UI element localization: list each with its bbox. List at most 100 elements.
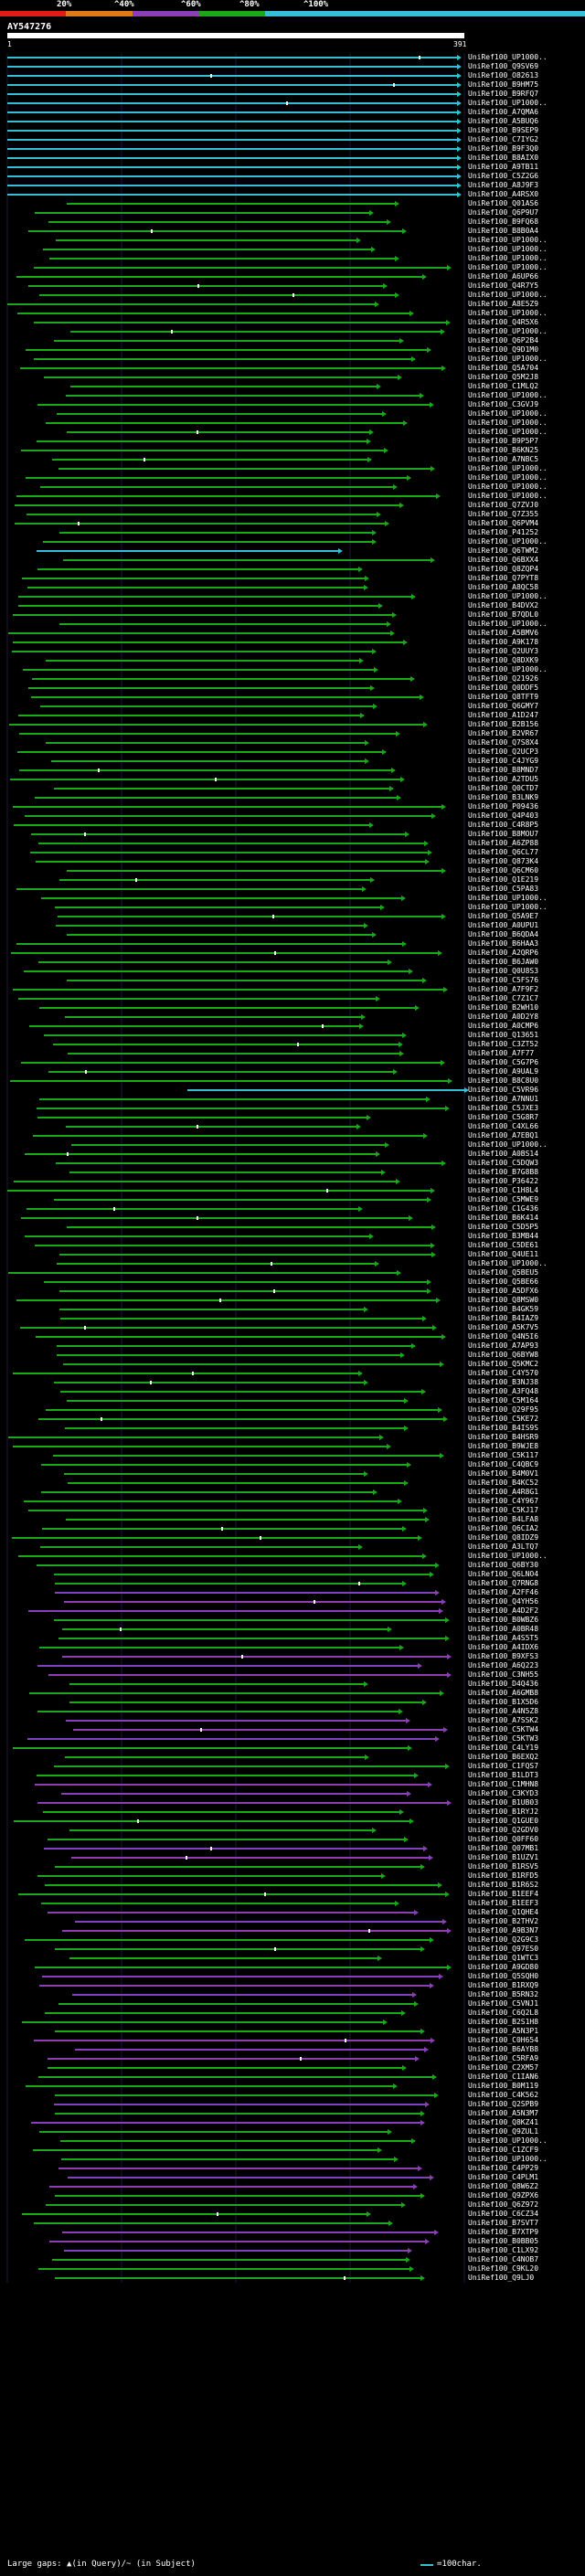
- hit-label[interactable]: UniRef100_B1X5D6: [468, 1698, 539, 1706]
- hit-label[interactable]: UniRef100_C5KTW4: [468, 1725, 539, 1733]
- hit-label[interactable]: UniRef100_C7Z1C7: [468, 994, 539, 1002]
- hit-label[interactable]: UniRef100_A7QMA6: [468, 108, 539, 116]
- hit-label[interactable]: UniRef100_B3MB44: [468, 1232, 539, 1240]
- hit-label[interactable]: UniRef100_Q5BE66: [468, 1277, 539, 1286]
- hit-label[interactable]: UniRef100_B4DVX2: [468, 601, 539, 610]
- hit-label[interactable]: UniRef100_A9GD80: [468, 1963, 539, 1971]
- hit-label[interactable]: UniRef100_B8MND7: [468, 766, 539, 774]
- hit-label[interactable]: UniRef100_A8QC58: [468, 583, 539, 591]
- hit-label[interactable]: UniRef100_B7G8B8: [468, 1168, 539, 1176]
- hit-label[interactable]: UniRef100_A9TB11: [468, 163, 539, 171]
- hit-label[interactable]: UniRef100_UP1000..: [468, 482, 548, 491]
- hit-label[interactable]: UniRef100_C4NOB7: [468, 2255, 539, 2263]
- hit-label[interactable]: UniRef100_C5VR96: [468, 1086, 539, 1094]
- hit-label[interactable]: UniRef100_A5BUQ6: [468, 117, 539, 125]
- hit-label[interactable]: UniRef100_C4JYG9: [468, 757, 539, 765]
- hit-label[interactable]: UniRef100_Q2G9C3: [468, 1935, 539, 1944]
- hit-label[interactable]: UniRef100_C5KJ17: [468, 1506, 539, 1514]
- hit-label[interactable]: UniRef100_C4Y967: [468, 1497, 539, 1505]
- hit-label[interactable]: UniRef100_A2TDU5: [468, 775, 539, 783]
- hit-label[interactable]: UniRef100_C4PLM1: [468, 2173, 539, 2181]
- hit-label[interactable]: UniRef100_C1MHN8: [468, 1780, 539, 1788]
- hit-label[interactable]: UniRef100_Q8TFT9: [468, 693, 539, 701]
- hit-label[interactable]: UniRef100_Q7S8X4: [468, 738, 539, 747]
- hit-label[interactable]: UniRef100_Q8DXK9: [468, 656, 539, 664]
- hit-label[interactable]: UniRef100_B4IAZ9: [468, 1314, 539, 1322]
- hit-label[interactable]: UniRef100_B8C8U0: [468, 1076, 539, 1085]
- hit-label[interactable]: UniRef100_A5K7V5: [468, 1323, 539, 1331]
- hit-label[interactable]: UniRef100_Q9ZUL1: [468, 2127, 539, 2136]
- hit-label[interactable]: UniRef100_UP1000..: [468, 1140, 548, 1149]
- hit-label[interactable]: UniRef100_B4M0V1: [468, 1469, 539, 1478]
- hit-label[interactable]: UniRef100_A6UP66: [468, 272, 539, 281]
- hit-label[interactable]: UniRef100_B0M119: [468, 2082, 539, 2090]
- hit-label[interactable]: UniRef100_C4Y570: [468, 1369, 539, 1377]
- hit-label[interactable]: UniRef100_UP1000..: [468, 1259, 548, 1267]
- hit-label[interactable]: UniRef100_C6Q2L8: [468, 2009, 539, 2017]
- hit-label[interactable]: UniRef100_A8E5Z9: [468, 300, 539, 308]
- hit-label[interactable]: UniRef100_A0UPU1: [468, 921, 539, 929]
- hit-label[interactable]: UniRef100_Q6CIA2: [468, 1524, 539, 1532]
- hit-label[interactable]: UniRef100_A4R8G1: [468, 1488, 539, 1496]
- hit-label[interactable]: UniRef100_C5DQW3: [468, 1159, 539, 1167]
- hit-label[interactable]: UniRef100_A5N3M7: [468, 2109, 539, 2117]
- hit-label[interactable]: UniRef100_UP1000..: [468, 2136, 548, 2145]
- hit-label[interactable]: UniRef100_Q6GMY7: [468, 702, 539, 710]
- hit-label[interactable]: UniRef100_B9WJE8: [468, 1442, 539, 1450]
- hit-label[interactable]: UniRef100_C5K117: [468, 1451, 539, 1459]
- hit-label[interactable]: UniRef100_UP1000..: [468, 492, 548, 500]
- hit-label[interactable]: UniRef100_Q97ES0: [468, 1945, 539, 1953]
- hit-label[interactable]: UniRef100_Q9D1M0: [468, 345, 539, 354]
- hit-label[interactable]: UniRef100_C4PP29: [468, 2164, 539, 2172]
- hit-label[interactable]: UniRef100_C5D5P5: [468, 1223, 539, 1231]
- hit-label[interactable]: UniRef100_B7QDL0: [468, 610, 539, 619]
- hit-label[interactable]: UniRef100_Q6BXX4: [468, 556, 539, 564]
- hit-label[interactable]: UniRef100_C6CZ34: [468, 2210, 539, 2218]
- hit-label[interactable]: UniRef100_Q6BY30: [468, 1561, 539, 1569]
- hit-label[interactable]: UniRef100_UP1000..: [468, 592, 548, 600]
- hit-label[interactable]: UniRef100_A4RSX0: [468, 190, 539, 198]
- hit-label[interactable]: UniRef100_C1H8L4: [468, 1186, 539, 1194]
- hit-label[interactable]: UniRef100_B8AIX0: [468, 154, 539, 162]
- hit-label[interactable]: UniRef100_C2XM57: [468, 2063, 539, 2072]
- hit-label[interactable]: UniRef100_C5KTW3: [468, 1734, 539, 1743]
- hit-label[interactable]: UniRef100_UP1000..: [468, 620, 548, 628]
- hit-label[interactable]: UniRef100_UP1000..: [468, 254, 548, 262]
- hit-label[interactable]: UniRef100_A8J9F3: [468, 181, 539, 189]
- hit-label[interactable]: UniRef100_UP1000..: [468, 355, 548, 363]
- hit-label[interactable]: UniRef100_UP1000..: [468, 291, 548, 299]
- hit-label[interactable]: UniRef100_UP1000..: [468, 473, 548, 482]
- hit-label[interactable]: UniRef100_B9F3Q0: [468, 144, 539, 153]
- hit-label[interactable]: UniRef100_B4GK59: [468, 1305, 539, 1313]
- hit-label[interactable]: UniRef100_C4LY19: [468, 1744, 539, 1752]
- hit-label[interactable]: UniRef100_C3GVJ9: [468, 400, 539, 408]
- hit-label[interactable]: UniRef100_B2B156: [468, 720, 539, 728]
- hit-label[interactable]: UniRef100_Q6P2B4: [468, 336, 539, 345]
- hit-label[interactable]: UniRef100_B0BB05: [468, 2237, 539, 2245]
- hit-label[interactable]: UniRef100_Q29F95: [468, 1405, 539, 1414]
- hit-label[interactable]: UniRef100_B6EXQ2: [468, 1753, 539, 1761]
- hit-label[interactable]: UniRef100_C7IYG2: [468, 135, 539, 143]
- hit-label[interactable]: UniRef100_Q2GDV0: [468, 1826, 539, 1834]
- hit-label[interactable]: UniRef100_B8B0A4: [468, 227, 539, 235]
- hit-label[interactable]: UniRef100_C4XL66: [468, 1122, 539, 1130]
- hit-label[interactable]: UniRef100_UP1000..: [468, 419, 548, 427]
- hit-label[interactable]: UniRef100_D4Q436: [468, 1680, 539, 1688]
- hit-label[interactable]: UniRef100_B1EEF4: [468, 1890, 539, 1898]
- hit-label[interactable]: UniRef100_A0CMP6: [468, 1022, 539, 1030]
- hit-label[interactable]: UniRef100_B1RYJ2: [468, 1807, 539, 1816]
- hit-label[interactable]: UniRef100_UP1000..: [468, 245, 548, 253]
- hit-label[interactable]: UniRef100_C3KYD3: [468, 1789, 539, 1797]
- hit-label[interactable]: UniRef100_B4KC52: [468, 1479, 539, 1487]
- hit-label[interactable]: UniRef100_B7XTP9: [468, 2228, 539, 2236]
- hit-label[interactable]: UniRef100_B8MOU7: [468, 830, 539, 838]
- hit-label[interactable]: UniRef100_Q7PYT8: [468, 574, 539, 582]
- hit-label[interactable]: UniRef100_B6AYB8: [468, 2045, 539, 2053]
- hit-label[interactable]: UniRef100_UP1000..: [468, 53, 548, 61]
- hit-label[interactable]: UniRef100_C9KL20: [468, 2264, 539, 2273]
- hit-label[interactable]: UniRef100_A7NBC5: [468, 455, 539, 463]
- hit-label[interactable]: UniRef100_Q9SV69: [468, 62, 539, 70]
- hit-label[interactable]: UniRef100_Q9ZPX6: [468, 2191, 539, 2200]
- hit-label[interactable]: UniRef100_Q0CTD7: [468, 784, 539, 792]
- hit-label[interactable]: UniRef100_B5RN32: [468, 1990, 539, 1998]
